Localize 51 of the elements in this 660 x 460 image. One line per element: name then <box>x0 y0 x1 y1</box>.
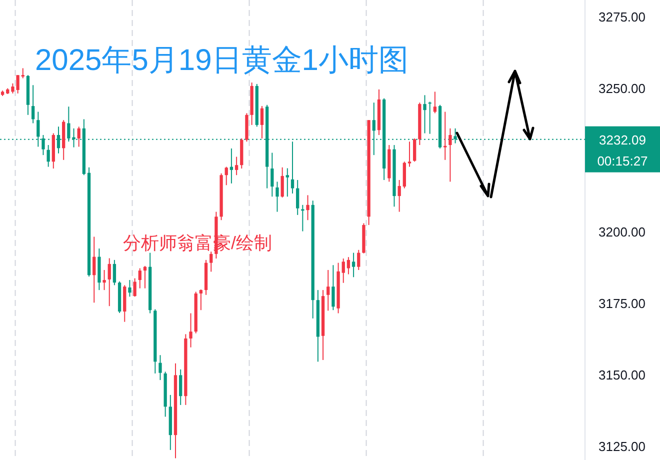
candlestick <box>402 161 406 189</box>
candlestick <box>346 256 350 275</box>
candlestick <box>444 111 447 160</box>
y-tick-label: 3275.00 <box>598 9 646 24</box>
candlestick <box>448 128 452 182</box>
y-tick-label: 3175.00 <box>598 296 646 311</box>
candlestick <box>332 264 335 311</box>
candlestick <box>92 236 96 304</box>
candlestick <box>408 141 412 168</box>
candlestick <box>234 156 238 176</box>
candlestick <box>31 84 35 124</box>
candlestick <box>260 106 264 139</box>
candlestick <box>296 179 300 216</box>
candlestick <box>326 269 330 312</box>
candlestick <box>286 168 289 198</box>
candlestick <box>357 249 360 270</box>
y-tick-label: 3250.00 <box>598 80 646 96</box>
candlestick <box>108 258 111 307</box>
candlestick <box>428 101 432 134</box>
candlestick <box>189 312 192 348</box>
candlestick <box>306 194 310 221</box>
y-tick-label: 3150.00 <box>598 368 646 383</box>
text: 2025年5月19日黄金1小时图 <box>35 44 408 77</box>
candlestick <box>280 166 284 198</box>
candlestick <box>102 269 106 291</box>
y-tick-label: 3200.00 <box>598 224 646 240</box>
candlestick <box>46 144 50 168</box>
candlestick <box>230 148 234 184</box>
candlestick <box>301 204 304 232</box>
candlestick <box>276 181 279 212</box>
candlestick <box>398 179 401 212</box>
ref-line-label: 3232.09 <box>599 132 646 148</box>
candlestick <box>112 259 116 286</box>
candlestick <box>77 126 80 148</box>
candlestick <box>128 280 132 298</box>
text: 00:15:27 <box>597 153 648 168</box>
candlestick <box>270 152 274 198</box>
candlestick <box>224 166 228 186</box>
candlestick <box>210 251 213 272</box>
candlestick <box>138 268 142 289</box>
candlestick <box>413 138 416 162</box>
y-tick-label: 3125.00 <box>598 439 646 454</box>
candlestick <box>352 252 356 278</box>
candlestick <box>158 354 162 381</box>
candlestick <box>179 368 182 406</box>
candlestick <box>133 278 136 298</box>
candlestick <box>199 288 203 311</box>
candlestick <box>423 94 426 134</box>
candlestick <box>342 258 345 284</box>
candlestick <box>21 68 24 79</box>
candlestick <box>433 91 437 114</box>
